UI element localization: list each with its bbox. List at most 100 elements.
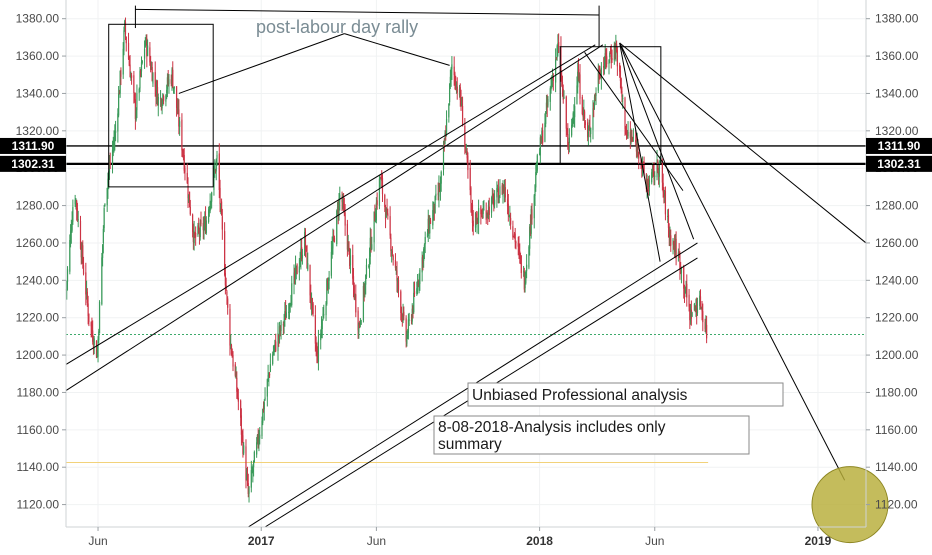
candle-body bbox=[203, 225, 205, 232]
candle-body bbox=[256, 442, 258, 455]
candle-body bbox=[357, 310, 359, 331]
candle-body bbox=[611, 58, 613, 61]
candle-body bbox=[234, 364, 236, 376]
candle-body bbox=[530, 208, 532, 234]
price-tags-layer: 1311.90 1311.90 1302.31 1302.31 bbox=[0, 137, 932, 172]
fan-line-5 bbox=[619, 42, 661, 262]
candle-body bbox=[600, 75, 602, 78]
candle-body bbox=[129, 64, 131, 78]
candle-body bbox=[273, 345, 275, 349]
candle-body bbox=[375, 218, 377, 223]
candle-body bbox=[202, 222, 204, 231]
price-tag-label: 1311.90 bbox=[12, 139, 55, 153]
candle-body bbox=[221, 216, 223, 230]
candle-body bbox=[371, 244, 373, 249]
candle-body bbox=[648, 179, 651, 187]
candle-body bbox=[515, 241, 517, 243]
candle-body bbox=[311, 298, 313, 305]
candle-body bbox=[69, 240, 71, 272]
candle-body bbox=[195, 232, 197, 238]
candle-body bbox=[423, 244, 426, 252]
candle-body bbox=[220, 201, 223, 216]
candle-body bbox=[314, 315, 316, 344]
candle-body bbox=[347, 242, 349, 252]
trend-drawings-layer bbox=[65, 5, 889, 544]
candle-body bbox=[92, 330, 94, 342]
candle-body bbox=[442, 146, 445, 170]
candle-body bbox=[161, 104, 163, 109]
candle-body bbox=[593, 108, 595, 110]
candle-body bbox=[493, 199, 496, 205]
price-tag-bg bbox=[0, 137, 66, 154]
candle-body bbox=[82, 265, 85, 274]
candle-body bbox=[679, 253, 681, 270]
candle-body bbox=[583, 109, 585, 115]
candle-body bbox=[150, 66, 153, 70]
candle-body bbox=[653, 169, 655, 180]
candle-body bbox=[375, 202, 377, 221]
candle-body bbox=[643, 161, 645, 175]
candle-body bbox=[675, 238, 677, 259]
candle-body bbox=[411, 308, 413, 322]
y-tick-label-right: 1380.00 bbox=[875, 12, 919, 26]
candle-body bbox=[192, 231, 194, 243]
candle-body bbox=[146, 38, 148, 57]
candle-body bbox=[299, 260, 301, 265]
candle-body bbox=[98, 331, 100, 341]
candle-body bbox=[310, 293, 312, 304]
y-tick-label-left: 1260.00 bbox=[16, 236, 60, 250]
candle-body bbox=[384, 209, 387, 220]
annotation-box-2 bbox=[433, 415, 750, 455]
candle-body bbox=[610, 55, 612, 60]
candle-body bbox=[572, 113, 574, 118]
candle-body bbox=[167, 78, 169, 84]
candle-body bbox=[487, 212, 489, 215]
candle-body bbox=[264, 397, 266, 400]
candle-body bbox=[325, 302, 327, 316]
candle-body bbox=[250, 470, 252, 488]
candle-body bbox=[645, 174, 647, 189]
candle-body bbox=[640, 160, 642, 166]
candle-body bbox=[213, 169, 215, 191]
candle-body bbox=[194, 233, 196, 235]
y-tick-label-left: 1140.00 bbox=[17, 460, 60, 474]
candle-body bbox=[490, 197, 493, 213]
candle-body bbox=[71, 221, 73, 231]
candle-body bbox=[243, 445, 245, 454]
candle-body bbox=[551, 83, 553, 85]
candle-body bbox=[173, 86, 175, 89]
candle-body bbox=[162, 94, 164, 102]
fan-line-2 bbox=[619, 42, 695, 240]
candle-body bbox=[571, 124, 573, 136]
candle-body bbox=[674, 240, 676, 253]
candle-body bbox=[480, 206, 482, 215]
candle-body bbox=[113, 141, 115, 147]
candle-body bbox=[539, 137, 541, 156]
grid-layer bbox=[66, 0, 866, 527]
candle-body bbox=[90, 322, 92, 327]
candle-body bbox=[577, 68, 580, 81]
candle-body bbox=[107, 178, 109, 189]
candle-body bbox=[118, 93, 120, 95]
candle-body bbox=[226, 291, 228, 296]
candle-body bbox=[551, 76, 554, 85]
candle-body bbox=[592, 108, 594, 130]
candle-body bbox=[279, 327, 281, 332]
candle-body bbox=[119, 70, 121, 94]
candle-body bbox=[448, 103, 450, 118]
annotations-layer: post-labour day rally Unbiased Professio… bbox=[256, 17, 784, 455]
candle-body bbox=[497, 186, 499, 188]
y-tick-label-right: 1140.00 bbox=[875, 460, 918, 474]
candle-body bbox=[220, 204, 222, 208]
candle-body bbox=[197, 225, 199, 235]
candle-body bbox=[514, 233, 516, 243]
candle-body bbox=[252, 469, 254, 472]
candle-body bbox=[215, 160, 217, 172]
candle-body bbox=[683, 286, 686, 293]
candle-body bbox=[428, 220, 430, 233]
candle-body bbox=[128, 60, 130, 66]
candle-body bbox=[438, 185, 440, 197]
candle-body bbox=[288, 305, 291, 310]
candle-body bbox=[103, 208, 105, 229]
candle-body bbox=[518, 244, 520, 251]
